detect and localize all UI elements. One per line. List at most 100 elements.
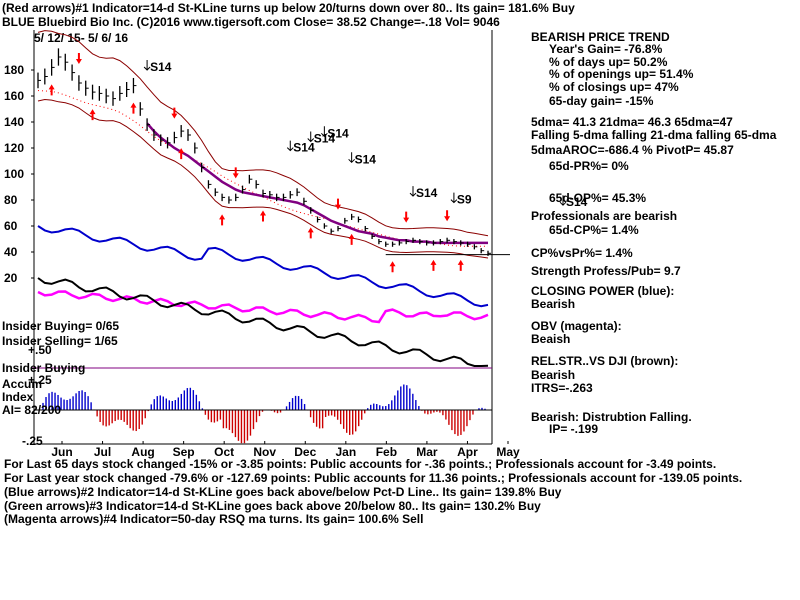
- signal-arrow: [559, 195, 567, 206]
- month-label: Aug: [131, 445, 154, 459]
- y-tick-label: 120: [4, 141, 24, 155]
- stock-summary-line: BLUE Bluebird Bio Inc. (C)2016 www.tiger…: [2, 15, 500, 29]
- rel-strength-line: [37, 277, 489, 367]
- insider-buying-count: Insider Buying= 0/65: [2, 319, 120, 333]
- stats-line: Bearish: Distrubtion Falling.: [531, 410, 692, 424]
- signal-label: S9: [457, 193, 472, 207]
- signal-arrows: [48, 53, 464, 273]
- red-up-arrow: [130, 102, 137, 114]
- stats-line: CP%vsPr%= 1.4%: [531, 246, 633, 260]
- stats-line: OBV (magenta):: [531, 319, 622, 333]
- stats-line: Strength Profess/Pub= 9.7: [531, 264, 681, 278]
- long-ma-dotted-line: [37, 90, 489, 247]
- price-series: [37, 48, 510, 256]
- footer-line: For Last year stock changed -79.6% or -1…: [4, 471, 743, 485]
- y-tick-label: 80: [4, 193, 18, 207]
- indicator-1-line: (Red arrows)#1 Indicator=14-d St-KLine t…: [2, 1, 575, 15]
- stats-line: % of openings up= 51.4%: [549, 67, 694, 81]
- insider-buying-label: Insider Buying: [2, 361, 86, 375]
- month-label: Oct: [214, 445, 234, 459]
- month-label: Jun: [51, 445, 72, 459]
- date-range-label: 5/ 12/ 15- 5/ 6/ 16: [34, 31, 129, 45]
- y-tick-label: 180: [4, 63, 24, 77]
- stats-line: 65d-CP%= 1.4%: [549, 223, 639, 237]
- chart-axes: [31, 30, 509, 445]
- y-tick-label: 100: [4, 167, 24, 181]
- month-label: Apr: [457, 445, 478, 459]
- red-up-arrow: [48, 84, 55, 96]
- accum-label: Accum: [2, 377, 43, 391]
- red-down-arrow: [171, 107, 178, 119]
- minus-25-label: -.25: [22, 434, 43, 448]
- red-up-arrow: [260, 210, 266, 222]
- stats-line: 65-day gain= -15%: [549, 94, 654, 108]
- plus-50-label: +.50: [28, 343, 52, 357]
- y-tick-label: 140: [4, 115, 24, 129]
- red-down-arrow: [444, 210, 451, 222]
- signal-label: S14: [314, 132, 336, 146]
- stats-line: % of days up= 50.2%: [549, 55, 668, 69]
- red-down-arrow: [75, 53, 82, 64]
- lower-indicators: [37, 225, 489, 367]
- red-up-arrow: [307, 227, 314, 239]
- stats-line: Year's Gain= -76.8%: [549, 42, 663, 56]
- accumulation-index: [34, 384, 492, 444]
- y-tick-labels: 20 40 60 80 100 120 140 160 180: [4, 63, 24, 285]
- red-up-arrow: [219, 214, 226, 226]
- upper-band-line: [37, 30, 489, 237]
- signal-arrow: [409, 186, 417, 197]
- signal-label: S14: [355, 152, 377, 166]
- insider-selling-count: Insider Selling= 1/65: [2, 334, 118, 348]
- red-up-arrow: [430, 259, 437, 271]
- red-up-arrow: [348, 233, 355, 245]
- stats-line: 5dmaAROC=-686.4 % PivotP= 45.87: [531, 143, 734, 157]
- stats-line: REL.STR..VS DJI (brown):: [531, 354, 679, 368]
- month-label: Jan: [335, 445, 356, 459]
- signal-arrow: [348, 152, 355, 164]
- stats-line: 5dma= 41.3 21dma= 46.3 65dma=47: [531, 115, 733, 129]
- red-down-arrow: [335, 198, 341, 210]
- signal-label: S14: [566, 195, 588, 209]
- closing-power-line: [37, 225, 489, 308]
- signal-arrow: [286, 140, 294, 152]
- red-up-arrow: [89, 109, 96, 121]
- band-lines: [37, 30, 489, 259]
- red-down-arrow: [403, 211, 410, 223]
- stats-line: Bearish: [531, 297, 576, 311]
- plus-25-label: +.25: [28, 373, 52, 387]
- obv-line: [37, 290, 489, 324]
- footer-line: (Blue arrows)#2 Indicator=14-d St-KLine …: [4, 485, 562, 499]
- month-label: Sep: [173, 445, 195, 459]
- signal-arrow: [307, 131, 315, 143]
- signal-label: S14: [293, 141, 315, 155]
- footer-line: (Magenta arrows)#4 Indicator=50-day RSQ …: [4, 512, 424, 526]
- footer-line: (Green arrows)#3 Indicator=14-d St-KLine…: [4, 499, 541, 513]
- red-down-arrow: [232, 167, 239, 179]
- signal-label: S14: [327, 126, 349, 140]
- stats-line: Professionals are bearish: [531, 209, 678, 223]
- signal-label: S14: [416, 186, 438, 200]
- index-label: Index: [2, 390, 34, 404]
- stats-line: IP= -.199: [549, 422, 599, 436]
- red-up-arrow: [389, 261, 396, 273]
- stats-line: 65d-PR%= 0%: [549, 159, 629, 173]
- lower-band-line: [37, 98, 489, 259]
- stats-line: CLOSING POWER (blue):: [531, 284, 675, 298]
- y-tick-label: 160: [4, 89, 24, 103]
- stats-line: % of closings up= 47%: [549, 80, 679, 94]
- month-label: Nov: [253, 445, 276, 459]
- stats-line: 65d-OP%= 45.3%: [549, 191, 647, 205]
- stats-line: Bearish: [531, 368, 576, 382]
- red-up-arrow: [457, 259, 464, 271]
- stats-line: Beaish: [531, 332, 571, 346]
- signal-arrow: [321, 126, 328, 138]
- month-labels: Jun Jul Aug Sep Oct Nov Dec Jan Feb Mar Apr May: [51, 445, 520, 459]
- month-label: Jul: [94, 445, 111, 459]
- stats-line: Falling 5-dma falling 21-dma falling 65-…: [531, 128, 777, 142]
- month-label: May: [496, 445, 520, 459]
- red-up-arrow: [178, 148, 185, 160]
- signal-arrow: [143, 60, 151, 71]
- month-label: Mar: [416, 445, 438, 459]
